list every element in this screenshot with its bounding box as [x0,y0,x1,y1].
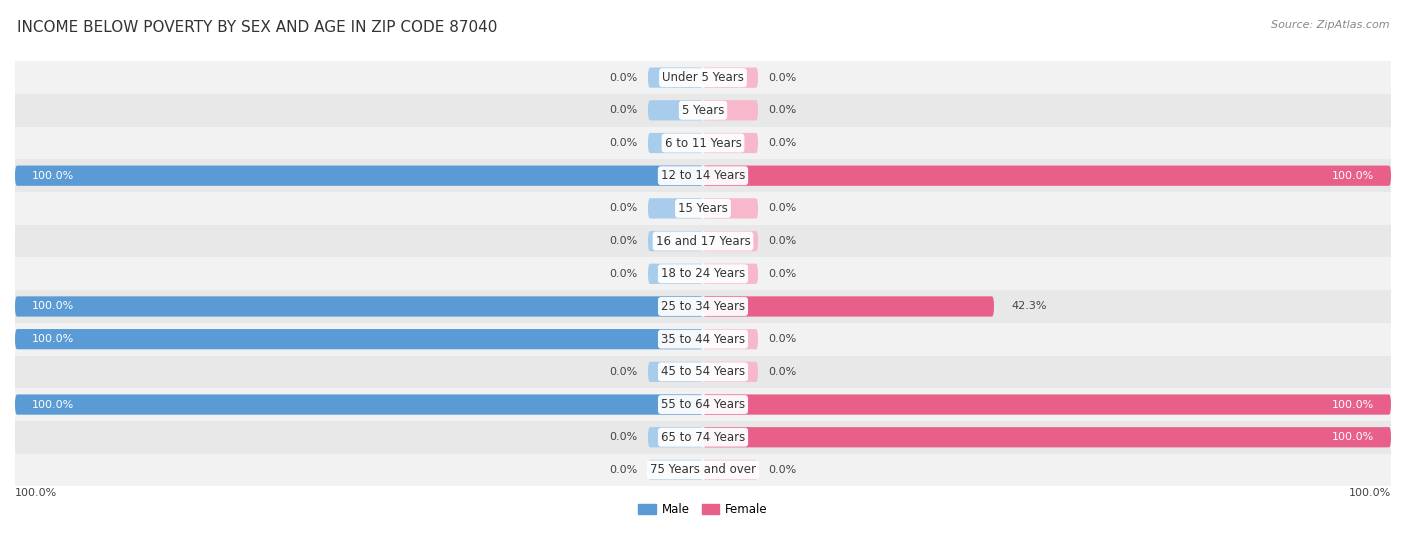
Text: 0.0%: 0.0% [609,236,638,246]
Legend: Male, Female: Male, Female [634,498,772,521]
FancyBboxPatch shape [703,460,758,480]
Text: Under 5 Years: Under 5 Years [662,71,744,84]
Text: 100.0%: 100.0% [15,488,58,498]
Text: 0.0%: 0.0% [609,367,638,377]
Text: 0.0%: 0.0% [768,236,797,246]
Text: INCOME BELOW POVERTY BY SEX AND AGE IN ZIP CODE 87040: INCOME BELOW POVERTY BY SEX AND AGE IN Z… [17,20,498,35]
FancyBboxPatch shape [15,296,703,316]
FancyBboxPatch shape [703,395,1391,415]
Text: 45 to 54 Years: 45 to 54 Years [661,365,745,378]
Text: 15 Years: 15 Years [678,202,728,215]
Bar [15,290,1391,323]
FancyBboxPatch shape [703,133,758,153]
Text: 100.0%: 100.0% [32,400,75,410]
FancyBboxPatch shape [648,198,703,219]
Text: 100.0%: 100.0% [32,301,75,311]
Text: 100.0%: 100.0% [1331,400,1374,410]
Bar [15,454,1391,486]
FancyBboxPatch shape [703,68,758,88]
Text: 0.0%: 0.0% [768,367,797,377]
FancyBboxPatch shape [703,296,994,316]
Text: Source: ZipAtlas.com: Source: ZipAtlas.com [1271,20,1389,30]
Bar [15,160,1391,192]
FancyBboxPatch shape [648,362,703,382]
Bar [15,355,1391,388]
FancyBboxPatch shape [648,231,703,251]
Text: 0.0%: 0.0% [768,105,797,116]
Bar [15,127,1391,160]
Text: 16 and 17 Years: 16 and 17 Years [655,234,751,248]
FancyBboxPatch shape [15,329,703,349]
Text: 55 to 64 Years: 55 to 64 Years [661,398,745,411]
Bar [15,388,1391,421]
Text: 0.0%: 0.0% [768,269,797,279]
Bar [15,61,1391,94]
FancyBboxPatch shape [648,133,703,153]
Text: 65 to 74 Years: 65 to 74 Years [661,431,745,444]
Text: 0.0%: 0.0% [768,465,797,475]
FancyBboxPatch shape [648,427,703,448]
FancyBboxPatch shape [703,198,758,219]
Text: 0.0%: 0.0% [768,138,797,148]
FancyBboxPatch shape [703,427,1391,448]
Text: 0.0%: 0.0% [609,138,638,148]
Text: 42.3%: 42.3% [1011,301,1046,311]
Text: 35 to 44 Years: 35 to 44 Years [661,333,745,345]
FancyBboxPatch shape [15,395,703,415]
Text: 75 Years and over: 75 Years and over [650,464,756,477]
FancyBboxPatch shape [703,100,758,121]
Text: 0.0%: 0.0% [609,432,638,442]
FancyBboxPatch shape [648,460,703,480]
Text: 25 to 34 Years: 25 to 34 Years [661,300,745,313]
FancyBboxPatch shape [703,263,758,284]
FancyBboxPatch shape [648,68,703,88]
Text: 0.0%: 0.0% [609,204,638,213]
Text: 0.0%: 0.0% [609,73,638,83]
Text: 100.0%: 100.0% [32,334,75,344]
Text: 100.0%: 100.0% [1348,488,1391,498]
FancyBboxPatch shape [703,231,758,251]
FancyBboxPatch shape [648,263,703,284]
Bar [15,94,1391,127]
Text: 0.0%: 0.0% [768,334,797,344]
Text: 100.0%: 100.0% [1331,171,1374,181]
Text: 100.0%: 100.0% [32,171,75,181]
Text: 0.0%: 0.0% [609,269,638,279]
Text: 0.0%: 0.0% [768,73,797,83]
Bar [15,421,1391,454]
Text: 0.0%: 0.0% [768,204,797,213]
Text: 5 Years: 5 Years [682,104,724,117]
Text: 0.0%: 0.0% [609,465,638,475]
FancyBboxPatch shape [703,362,758,382]
FancyBboxPatch shape [703,166,1391,186]
Text: 0.0%: 0.0% [609,105,638,116]
FancyBboxPatch shape [648,100,703,121]
Text: 12 to 14 Years: 12 to 14 Years [661,169,745,182]
Text: 6 to 11 Years: 6 to 11 Years [665,137,741,150]
Bar [15,192,1391,225]
FancyBboxPatch shape [703,329,758,349]
Text: 100.0%: 100.0% [1331,432,1374,442]
Bar [15,257,1391,290]
Bar [15,323,1391,355]
FancyBboxPatch shape [15,166,703,186]
Text: 18 to 24 Years: 18 to 24 Years [661,267,745,280]
Bar [15,225,1391,257]
